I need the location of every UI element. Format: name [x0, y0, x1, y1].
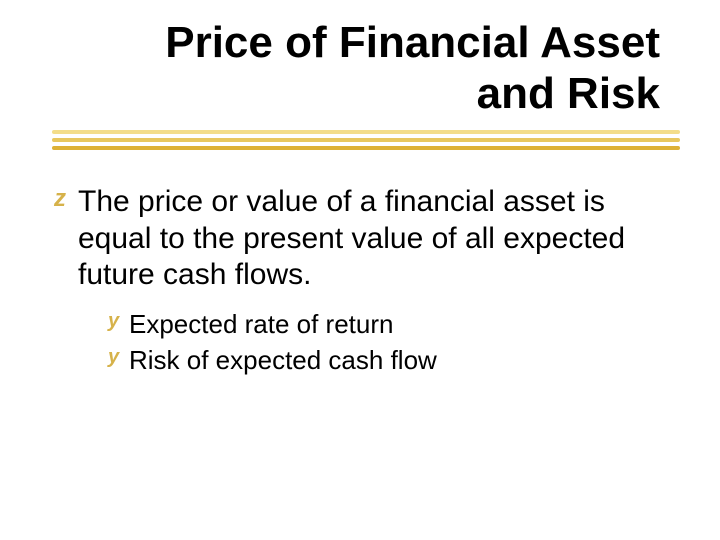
bullet-level2: y Expected rate of return: [108, 308, 660, 341]
underline-stroke-3: [52, 146, 680, 150]
bullet-level2-text: Expected rate of return: [129, 308, 393, 341]
underline-stroke-2: [52, 138, 680, 142]
bullet-level1-text: The price or value of a financial asset …: [78, 184, 660, 294]
bullet-icon: y: [108, 308, 128, 334]
bullet-level2-text: Risk of expected cash flow: [129, 344, 437, 377]
title-underline: [52, 130, 680, 158]
slide: Price of Financial Asset and Risk z The …: [0, 0, 720, 540]
sub-bullet-list: y Expected rate of return y Risk of expe…: [108, 308, 660, 377]
bullet-level1: z The price or value of a financial asse…: [54, 184, 660, 294]
underline-stroke-1: [52, 130, 680, 134]
title-line-2: and Risk: [90, 69, 660, 120]
bullet-level2: y Risk of expected cash flow: [108, 344, 660, 377]
title-line-1: Price of Financial Asset: [90, 18, 660, 69]
bullet-icon: z: [54, 184, 76, 214]
slide-body: z The price or value of a financial asse…: [54, 184, 660, 381]
slide-title: Price of Financial Asset and Risk: [90, 18, 660, 119]
bullet-icon: y: [108, 344, 128, 370]
